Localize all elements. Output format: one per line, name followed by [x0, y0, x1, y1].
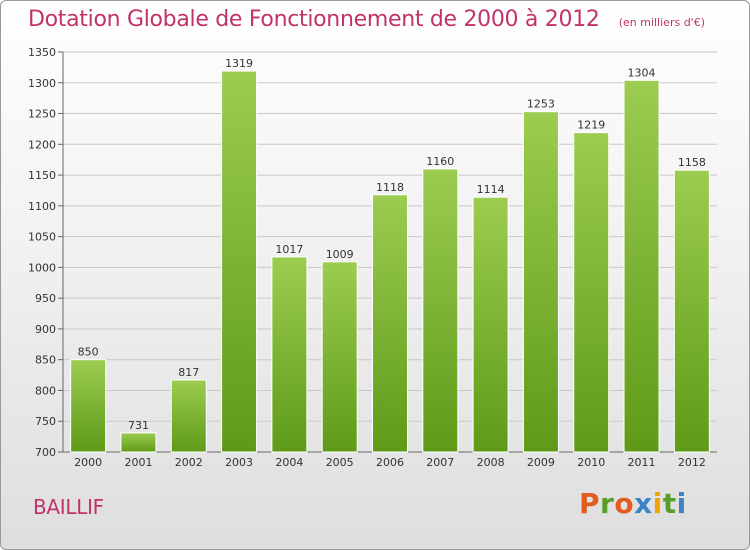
y-tick-label: 900: [35, 323, 56, 336]
chart-subtitle: (en milliers d'€): [618, 16, 705, 29]
logo-letter: o: [614, 487, 635, 520]
data-label: 1118: [376, 181, 404, 194]
y-tick-label: 1250: [28, 108, 56, 121]
x-tick-label: 2008: [477, 456, 505, 469]
data-label: 1009: [326, 248, 354, 261]
logo-letter: P: [579, 487, 601, 520]
data-label: 1304: [628, 66, 656, 79]
logo-letter: i: [652, 487, 663, 520]
bar-2005: [321, 261, 358, 453]
y-tick-label: 700: [35, 446, 56, 459]
logo-letter: r: [600, 487, 615, 520]
y-tick-label: 850: [35, 354, 56, 367]
y-tick-label: 750: [35, 415, 56, 428]
bar-2003: [221, 70, 258, 453]
data-label: 1253: [527, 98, 555, 111]
logo-letter: t: [662, 487, 677, 520]
label-layer: 850 2000 731 2001 817 2002 1319 2003 1017 2004 100…: [74, 57, 706, 469]
y-tick-label: 1350: [28, 46, 56, 59]
bar-2011: [623, 79, 660, 453]
y-tick-label: 1300: [28, 77, 56, 90]
x-tick-label: 2012: [678, 456, 706, 469]
proxiti-logo: Proxiti: [579, 487, 687, 520]
bar-2002: [170, 379, 207, 453]
data-label: 1114: [477, 183, 505, 196]
bar-2006: [372, 194, 408, 453]
bar-2000: [70, 359, 107, 453]
data-label: 1219: [577, 119, 605, 132]
x-tick-label: 2010: [577, 456, 605, 469]
data-label: 1319: [225, 57, 253, 70]
commune-name: BAILLIF: [33, 495, 104, 519]
x-tick-label: 2003: [225, 456, 253, 469]
bar-2008: [472, 196, 509, 453]
logo-letter: i: [676, 487, 687, 520]
data-label: 1160: [426, 155, 454, 168]
x-tick-label: 2006: [376, 456, 404, 469]
x-tick-label: 2011: [628, 456, 656, 469]
y-tick-label: 950: [35, 292, 56, 305]
x-tick-label: 2001: [124, 456, 152, 469]
y-tick-label: 1000: [28, 261, 56, 274]
y-tick-label: 1200: [28, 138, 56, 151]
y-tick-label: 1100: [28, 200, 56, 213]
bar-2007: [422, 168, 459, 453]
bar-2004: [271, 256, 308, 453]
chart-title: Dotation Globale de Fonctionnement de 20…: [28, 7, 600, 32]
bar-2001: [120, 432, 157, 453]
y-tick-label: 1050: [28, 231, 56, 244]
y-tick-label: 800: [35, 384, 56, 397]
bar-2009: [522, 111, 559, 453]
x-tick-label: 2002: [175, 456, 203, 469]
data-label: 1017: [275, 243, 303, 256]
bar-layer: [70, 70, 710, 453]
data-label: 1158: [678, 156, 706, 169]
data-label: 850: [78, 346, 99, 359]
x-tick-label: 2005: [326, 456, 354, 469]
x-tick-label: 2009: [527, 456, 555, 469]
y-tick-label: 1150: [28, 169, 56, 182]
logo-letter: x: [634, 487, 653, 520]
data-label: 817: [178, 366, 199, 379]
x-tick-label: 2007: [426, 456, 454, 469]
bar-2012: [673, 169, 710, 453]
bar-2010: [573, 132, 610, 453]
title-line: Dotation Globale de Fonctionnement de 20…: [28, 7, 705, 32]
data-label: 731: [128, 419, 149, 432]
x-tick-label: 2004: [275, 456, 303, 469]
x-tick-label: 2000: [74, 456, 102, 469]
